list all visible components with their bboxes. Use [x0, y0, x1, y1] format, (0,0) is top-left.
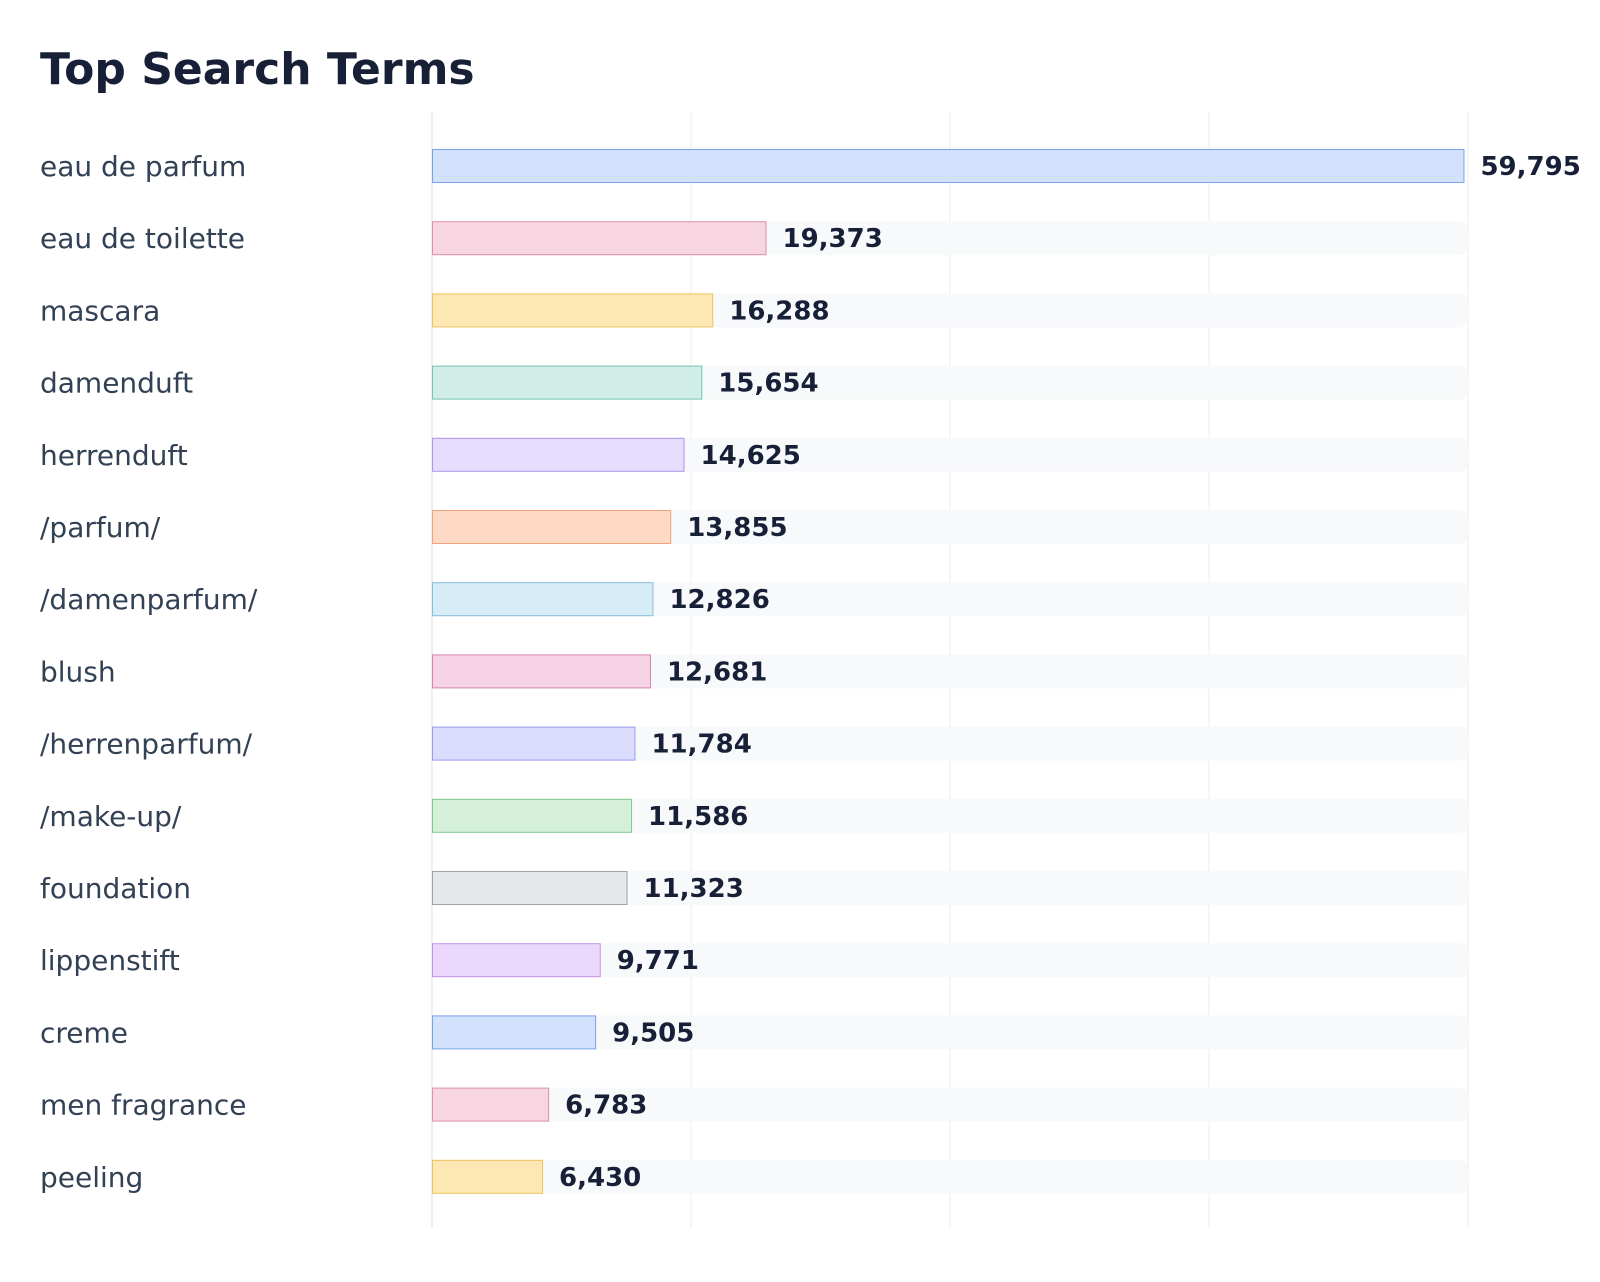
bar [432, 1015, 597, 1050]
bar [432, 365, 703, 400]
bar-row: eau de toilette 19,373 [40, 221, 1468, 256]
bar [432, 293, 714, 328]
bar-track [432, 582, 1468, 617]
bar-row: creme 9,505 [40, 1015, 1468, 1050]
bar-row: foundation 11,323 [40, 871, 1468, 905]
bar-track [432, 654, 1468, 689]
value-label: 19,373 [783, 224, 883, 254]
category-label: eau de toilette [40, 222, 245, 255]
value-label: 13,855 [687, 513, 787, 543]
bar-track [432, 510, 1468, 544]
value-label: 11,323 [644, 874, 744, 904]
value-label: 9,771 [617, 946, 699, 976]
bar [432, 943, 601, 978]
category-label: /parfum/ [40, 511, 161, 544]
bar-row: herrenduft 14,625 [40, 437, 1468, 472]
bar-track [432, 871, 1468, 905]
bar-track [432, 1087, 1468, 1122]
bar [432, 871, 628, 905]
bar-track [432, 943, 1468, 978]
bar-row: /damenparfum/12,826 [40, 582, 1468, 617]
bar [432, 726, 636, 761]
bar [432, 1087, 550, 1122]
value-label: 59,795 [1480, 152, 1580, 182]
category-label: mascara [40, 294, 160, 327]
category-label: /damenparfum/ [40, 583, 258, 616]
bar-row: blush 12,681 [40, 654, 1468, 689]
bar-row: /herrenparfum/11,784 [40, 726, 1468, 761]
category-label: lippenstift [40, 944, 180, 977]
category-label: herrenduft [40, 439, 188, 472]
bar-track [432, 798, 1468, 833]
bar-row: peeling 6,430 [40, 1159, 1468, 1194]
bar-track [432, 1015, 1468, 1050]
category-label: blush [40, 655, 116, 688]
value-label: 6,783 [565, 1091, 647, 1121]
category-label: men fragrance [40, 1089, 247, 1122]
bar-track [432, 726, 1468, 761]
bar-row: /make-up/11,586 [40, 798, 1468, 833]
value-label: 16,288 [729, 296, 829, 326]
value-label: 14,625 [701, 441, 801, 471]
category-label: creme [40, 1016, 128, 1049]
bar [432, 149, 1465, 183]
bar-track [432, 1159, 1468, 1194]
value-label: 6,430 [559, 1163, 641, 1193]
category-label: damenduft [40, 367, 193, 400]
bar-row: men fragrance 6,783 [40, 1087, 1468, 1122]
value-label: 11,586 [648, 802, 748, 832]
bar-row: eau de parfum 59,795 [40, 149, 1581, 183]
bar [432, 582, 654, 617]
value-label: 11,784 [651, 730, 751, 760]
chart-title: Top Search Terms [40, 44, 475, 95]
bar [432, 654, 651, 689]
bar-track [432, 437, 1468, 472]
value-label: 15,654 [718, 369, 818, 399]
bar [432, 798, 633, 833]
value-label: 9,505 [612, 1018, 694, 1048]
bar [432, 1159, 544, 1194]
value-label: 12,681 [667, 657, 767, 687]
bar-row: /parfum/13,855 [40, 510, 1468, 544]
bar [432, 437, 685, 472]
category-label: /make-up/ [40, 800, 182, 833]
category-label: eau de parfum [40, 150, 246, 183]
bar [432, 510, 672, 544]
bar-row: damenduft 15,654 [40, 365, 1468, 400]
bar-row: mascara 16,288 [40, 293, 1468, 328]
value-label: 12,826 [669, 585, 769, 615]
bar-row: lippenstift 9,771 [40, 943, 1468, 978]
category-label: foundation [40, 872, 191, 905]
category-label: peeling [40, 1161, 143, 1194]
bar [432, 221, 767, 256]
category-label: /herrenparfum/ [40, 728, 253, 761]
